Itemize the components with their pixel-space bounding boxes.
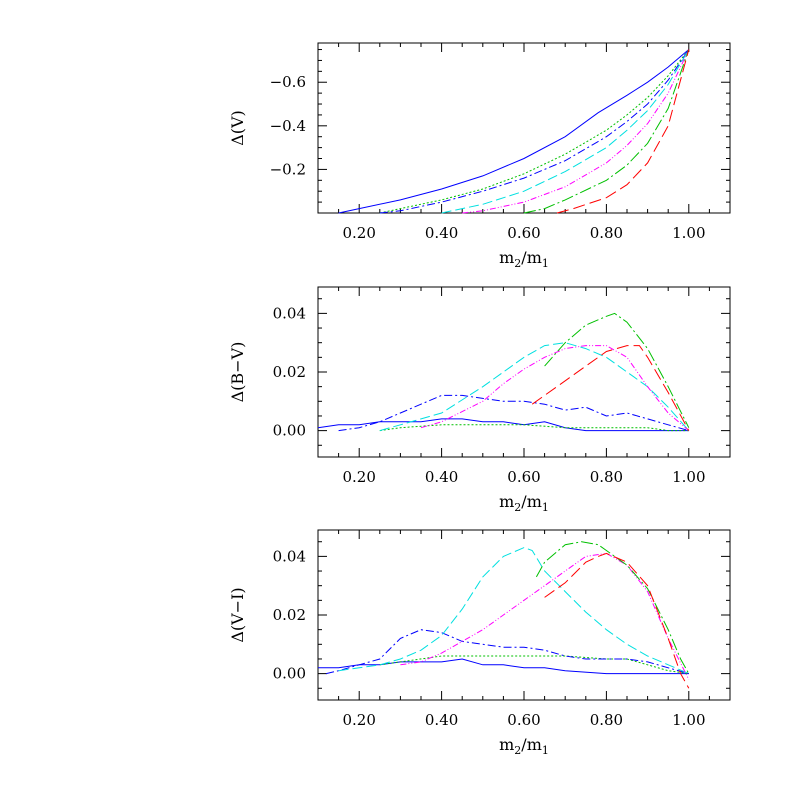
x-tick-label: 0.40 [425,711,458,729]
y-tick-label: 0.04 [273,547,306,565]
y-tick-label: 0.00 [273,665,306,683]
y-axis-label: Δ(V) [228,110,247,146]
x-tick-label: 1.00 [672,468,705,486]
y-tick-label: 0.04 [273,304,306,322]
series-line-6 [523,49,690,214]
panel-delta-v: 0.20 0.40 0.60 0.80 1.00 −0.2 −0.4 −0.6 m2/m1 Δ(V… [228,42,731,270]
series-line-7 [531,345,690,431]
plot-frame [317,286,731,458]
x-tick-label: 0.60 [507,468,540,486]
x-axis-label: m2/m1 [499,248,549,270]
x-axis-label: m2/m1 [499,735,549,757]
series-line-6 [544,312,690,428]
x-tick-label: 0.80 [590,224,623,242]
y-tick-label: 0.00 [273,422,306,440]
series-line-5 [400,552,690,680]
series-line-7 [556,49,690,214]
x-tick-label: 0.40 [425,468,458,486]
x-tick-label: 1.00 [672,711,705,729]
series-line-1 [318,658,689,675]
x-tick-label: 1.00 [672,224,705,242]
y-tick-label: −0.6 [270,73,306,91]
x-tick-label: 0.60 [507,224,540,242]
series-line-3 [379,49,690,214]
panel-delta-v-i: 0.20 0.40 0.60 0.80 1.00 0.00 0.02 0.04 m2/m1 Δ(V… [228,529,731,757]
series-line-3 [326,629,689,675]
y-tick-label: 0.02 [273,606,306,624]
panel-delta-b-v: 0.20 0.40 0.60 0.80 1.00 0.00 0.02 0.04 m2/m1 Δ(B… [228,286,731,514]
series-line-1 [338,49,690,214]
series-line-4 [441,49,690,214]
plot-frame [317,42,731,214]
y-tick-label: −0.4 [270,117,306,135]
series-line-4 [338,547,689,675]
x-tick-label: 0.20 [342,224,375,242]
series-line-2 [379,655,689,675]
series-line-3 [338,394,689,432]
x-axis-label: m2/m1 [499,492,549,514]
x-tick-label: 0.20 [342,711,375,729]
y-axis-label: Δ(B−V) [228,342,247,403]
y-axis-label: Δ(V−I) [228,587,247,642]
series-line-5 [462,49,690,214]
series-line-7 [544,552,690,689]
series-line-5 [420,345,690,431]
y-tick-label: 0.02 [273,363,306,381]
x-tick-label: 0.20 [342,468,375,486]
x-tick-label: 0.80 [590,468,623,486]
plot-frame [317,529,731,701]
x-tick-label: 0.40 [425,224,458,242]
x-tick-label: 0.80 [590,711,623,729]
series-line-1 [317,418,689,432]
series-line-6 [535,541,690,674]
series-line-2 [379,424,689,432]
series-line-4 [379,342,690,432]
y-tick-label: −0.2 [270,160,306,178]
x-tick-label: 0.60 [507,711,540,729]
series-line-2 [379,49,690,214]
